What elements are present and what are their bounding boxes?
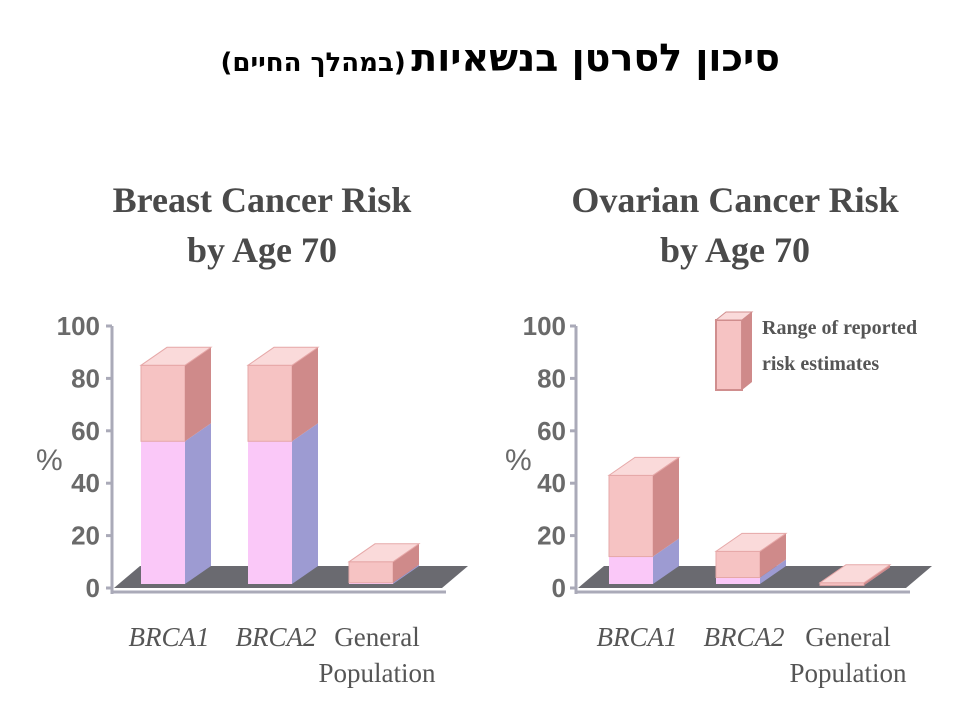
- ovarian-y-axis-label: %: [505, 444, 532, 477]
- breast-bar-lower-1: [248, 441, 292, 584]
- breast-y-tick-label: 0: [86, 573, 100, 603]
- ovarian-cancer-chart: Ovarian Cancer Risk by Age 70 0 20 40 60 80 1…: [505, 180, 932, 688]
- ovarian-category-label-2: General: [805, 622, 890, 652]
- slide-title-sub: (במהלך החיים): [220, 48, 406, 78]
- ovarian-bar-lower-side-0: [653, 538, 679, 584]
- breast-bar-range-side-0: [185, 347, 211, 442]
- breast-y-tick-label: 100: [57, 311, 100, 341]
- legend: Range of reported risk estimates: [714, 311, 917, 391]
- ovarian-chart-title-line2: by Age 70: [660, 230, 810, 270]
- ovarian-y-tick-label: 40: [537, 468, 566, 498]
- breast-category-label-line2-2: Population: [318, 658, 436, 688]
- breast-bar-top-0: [139, 346, 213, 366]
- legend-swatch-front: [715, 319, 743, 391]
- ovarian-y-tick-label: 100: [523, 311, 566, 341]
- ovarian-category-label-1: BRCA2: [704, 622, 785, 652]
- ovarian-bar-lower-1: [716, 577, 760, 584]
- breast-y-tick-label: 60: [71, 416, 100, 446]
- ovarian-y-tick-label: 20: [537, 521, 566, 551]
- ovarian-bar-top-2: [818, 564, 892, 584]
- ovarian-category-label-line2-2: Population: [789, 658, 907, 688]
- breast-bar-lower-side-1: [292, 423, 318, 584]
- breast-bar-range-side-1: [292, 347, 318, 442]
- slide-title-main: סיכון לסרטן בנשאיות: [411, 36, 780, 80]
- ovarian-category-label-0: BRCA1: [597, 622, 678, 652]
- breast-bar-top-1: [246, 346, 320, 366]
- breast-category-label-1: BRCA2: [236, 622, 317, 652]
- ovarian-bar-top-0: [607, 456, 681, 476]
- breast-bar-range-side-2: [393, 543, 419, 583]
- ovarian-bar-range-side-1: [760, 533, 786, 578]
- legend-label-line1: Range of reported: [762, 317, 917, 339]
- breast-bar-range-1: [247, 364, 293, 442]
- breast-chart-title-line2: by Age 70: [187, 230, 337, 270]
- breast-bar-lower-side-0: [185, 423, 211, 584]
- breast-bar-range-2: [348, 561, 394, 584]
- legend-label-line2: risk estimates: [762, 353, 879, 375]
- ovarian-chart-title-line1: Ovarian Cancer Risk: [571, 180, 898, 220]
- breast-bar-top-2: [347, 543, 421, 563]
- breast-y-axis-label: %: [36, 444, 63, 477]
- legend-swatch-side: [742, 312, 752, 390]
- ovarian-bar-range-side-0: [653, 457, 679, 557]
- ovarian-y-tick-label: 80: [537, 363, 566, 393]
- ovarian-y-tick-label: 60: [537, 416, 566, 446]
- breast-category-label-0: BRCA1: [129, 622, 210, 652]
- ovarian-bar-lower-side-1: [760, 559, 786, 584]
- ovarian-y-tick-label: 0: [552, 573, 566, 603]
- breast-chart-title-line1: Breast Cancer Risk: [113, 180, 412, 220]
- breast-y-tick-label: 80: [71, 363, 100, 393]
- breast-y-tick-label: 40: [71, 468, 100, 498]
- ovarian-bar-lower-0: [609, 556, 653, 584]
- ovarian-bar-range-0: [608, 474, 654, 558]
- breast-bar-lower-2: [349, 582, 393, 584]
- breast-bar-range-0: [140, 364, 186, 442]
- breast-y-tick-label: 20: [71, 521, 100, 551]
- breast-bar-lower-side-2: [393, 564, 419, 584]
- ovarian-bar-range-1: [715, 550, 761, 579]
- breast-cancer-chart: Breast Cancer Risk by Age 70 0 20 40 60 80 10…: [36, 180, 468, 688]
- ovarian-bar-top-1: [714, 532, 788, 552]
- ovarian-bar-range-side-2: [864, 564, 890, 586]
- slide-title: סיכון לסרטן בנשאיות (במהלך החיים): [40, 36, 780, 80]
- breast-bar-lower-0: [141, 441, 185, 584]
- breast-category-label-2: General: [334, 622, 419, 652]
